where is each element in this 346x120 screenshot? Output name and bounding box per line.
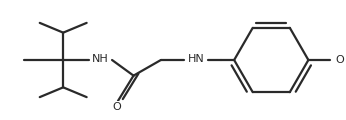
Text: O: O <box>112 102 121 112</box>
Text: HN: HN <box>188 54 204 64</box>
Text: O: O <box>335 55 344 65</box>
Text: NH: NH <box>92 54 109 64</box>
